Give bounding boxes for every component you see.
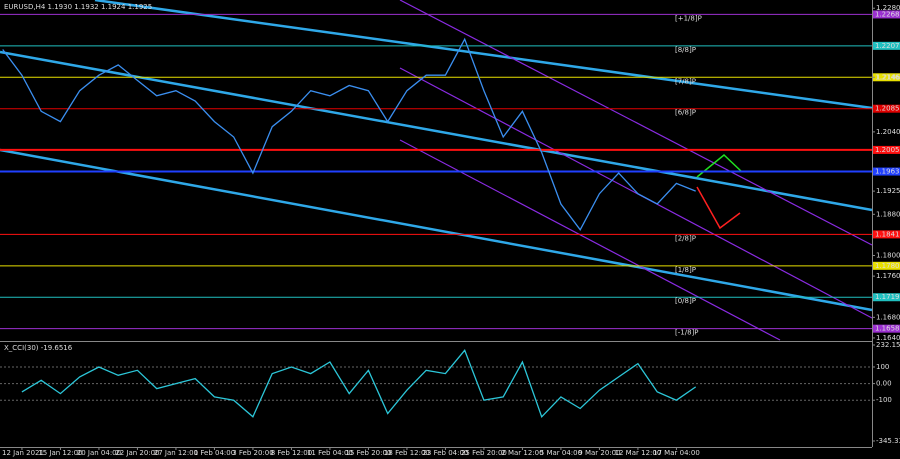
- y-tick-label: -345.334: [876, 437, 900, 445]
- level-name: [-1/8]P: [675, 329, 698, 337]
- level-price-box: [873, 41, 900, 50]
- x-tick-label: 22 Jan 20:00: [115, 449, 159, 457]
- level-price: 1.1658: [875, 325, 900, 333]
- frame: [0, 0, 873, 448]
- x-tick-label: 9 Mar 20:00: [578, 449, 620, 457]
- x-tick-label: 27 Jan 12:00: [154, 449, 198, 457]
- x-tick-label: 2 Mar 12:00: [501, 449, 543, 457]
- y-tick-label: -100: [876, 396, 892, 404]
- level-price-box: [873, 167, 900, 176]
- level-price: 1.2005: [875, 146, 900, 154]
- x-tick-label: 20 Jan 04:00: [77, 449, 121, 457]
- price-line: [2, 37, 696, 232]
- y-tick-label: 1.2146: [876, 73, 900, 81]
- level-price: 1.2085: [875, 105, 900, 113]
- x-tick-label: 12 Mar 12:00: [615, 449, 662, 457]
- x-tick-label: 25 Feb 20:00: [461, 449, 507, 457]
- level-name: [1/8]P: [675, 266, 696, 274]
- level-name: [7/8]P: [675, 77, 696, 85]
- level-price: 1.2268: [875, 10, 900, 18]
- x-tick-label: 18 Feb 12:00: [384, 449, 430, 457]
- level-price-box: [873, 104, 900, 113]
- level-name: [+1/8]P: [675, 14, 702, 22]
- level-price-box: [873, 230, 900, 239]
- level-name: [8/8]P: [675, 46, 696, 54]
- y-tick-label: 1.1925: [876, 187, 900, 195]
- x-tick-label: 3 Feb 20:00: [232, 449, 273, 457]
- level-price: 1.1719: [875, 293, 900, 301]
- y-tick-label: 1.1760: [876, 272, 900, 280]
- level-price-box: [873, 261, 900, 270]
- x-tick-label: 23 Feb 04:00: [422, 449, 468, 457]
- x-tick-label: 1 Feb 04:00: [194, 449, 235, 457]
- x-tick-label: 5 Mar 04:00: [540, 449, 582, 457]
- level-price-box: [873, 10, 900, 19]
- level-price-box: [873, 293, 900, 302]
- forecast-arrows: [696, 154, 743, 230]
- level-price-box: [873, 73, 900, 82]
- y-tick-label: 100: [876, 363, 889, 371]
- level-price-box: [873, 324, 900, 333]
- price-line: [21, 349, 697, 419]
- x-tick-label: 11 Feb 04:00: [307, 449, 353, 457]
- chart-title: EURUSD,H4 1.1930 1.1932 1.1924 1.1925: [4, 3, 152, 11]
- trend-lines: [0, 0, 873, 341]
- x-tick-label: 17 Mar 04:00: [653, 449, 700, 457]
- x-tick-label: 8 Feb 12:00: [271, 449, 312, 457]
- level-price: 1.2207: [875, 42, 900, 50]
- y-tick-label: 1.1800: [876, 252, 900, 260]
- y-tick-label: 1.1640: [876, 334, 900, 342]
- y-tick-label: 232.1559: [876, 341, 900, 349]
- level-name: [2/8]P: [675, 234, 696, 242]
- indicator-title: X_CCI(30) -19.6516: [4, 344, 73, 352]
- level-price: 1.1963: [875, 168, 900, 176]
- level-name: [0/8]P: [675, 297, 696, 305]
- x-tick-label: 15 Jan 12:00: [38, 449, 82, 457]
- level-price: 1.1780: [875, 262, 900, 270]
- y-tick-label: 1.1680: [876, 313, 900, 321]
- y-tick-label: 1.2280: [876, 4, 900, 12]
- x-tick-label: 12 Jan 2021: [2, 449, 44, 457]
- level-name: [6/8]P: [675, 109, 696, 117]
- y-tick-label: 0.00: [876, 380, 892, 388]
- level-price: 1.1841: [875, 230, 900, 238]
- y-tick-label: 1.2040: [876, 128, 900, 136]
- level-price-box: [873, 145, 900, 154]
- x-tick-label: 15 Feb 20:00: [345, 449, 391, 457]
- y-tick-label: 1.1880: [876, 210, 900, 218]
- level-price: 1.2146: [875, 73, 900, 81]
